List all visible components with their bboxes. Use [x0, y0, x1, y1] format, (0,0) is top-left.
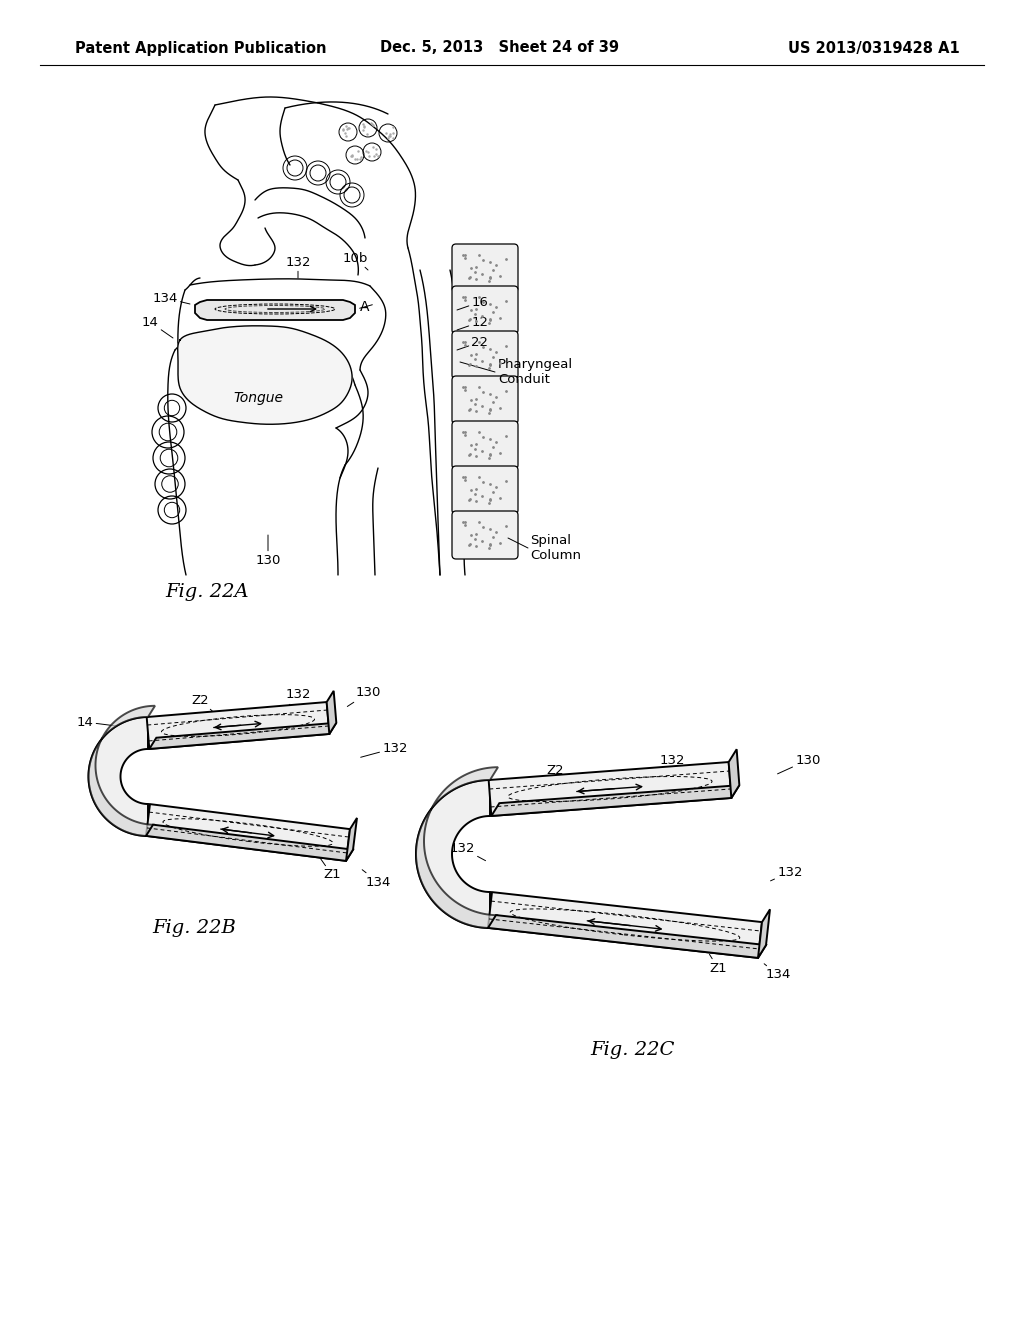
Text: Spinal
Column: Spinal Column — [530, 535, 581, 562]
Polygon shape — [88, 717, 148, 836]
Polygon shape — [195, 300, 355, 319]
Text: 134: 134 — [708, 762, 733, 780]
Polygon shape — [492, 785, 739, 816]
Text: Fig. 22C: Fig. 22C — [590, 1041, 675, 1059]
Text: 132: 132 — [659, 754, 685, 772]
Text: 16: 16 — [457, 296, 488, 310]
Text: 22: 22 — [457, 335, 488, 350]
Text: 130: 130 — [777, 754, 820, 774]
Text: US 2013/0319428 A1: US 2013/0319428 A1 — [788, 41, 961, 55]
FancyBboxPatch shape — [452, 466, 518, 513]
Text: 132: 132 — [360, 742, 408, 758]
FancyBboxPatch shape — [452, 511, 518, 558]
Text: 134: 134 — [153, 292, 190, 305]
Text: 10b: 10b — [342, 252, 368, 271]
Polygon shape — [346, 818, 357, 861]
Text: Tongue: Tongue — [233, 391, 283, 405]
Polygon shape — [146, 804, 350, 861]
Polygon shape — [758, 909, 770, 958]
FancyBboxPatch shape — [452, 376, 518, 424]
Text: 132: 132 — [286, 689, 310, 708]
Text: 14: 14 — [77, 715, 145, 730]
Text: 134: 134 — [362, 870, 391, 888]
Text: Patent Application Publication: Patent Application Publication — [75, 41, 327, 55]
Polygon shape — [488, 915, 766, 958]
Polygon shape — [177, 326, 352, 424]
Text: Pharyngeal
Conduit: Pharyngeal Conduit — [498, 358, 573, 385]
Polygon shape — [88, 706, 155, 836]
Text: 130: 130 — [347, 686, 381, 706]
Text: Dec. 5, 2013   Sheet 24 of 39: Dec. 5, 2013 Sheet 24 of 39 — [381, 41, 620, 55]
Polygon shape — [416, 767, 498, 928]
Text: 130: 130 — [255, 535, 281, 566]
Text: 132: 132 — [770, 866, 803, 880]
FancyBboxPatch shape — [452, 286, 518, 334]
FancyBboxPatch shape — [452, 421, 518, 469]
Text: 132: 132 — [450, 842, 485, 861]
Text: Z2: Z2 — [546, 763, 578, 787]
Polygon shape — [488, 892, 762, 958]
Text: Fig. 22A: Fig. 22A — [165, 583, 249, 601]
Text: A: A — [360, 300, 370, 314]
FancyBboxPatch shape — [452, 331, 518, 379]
Polygon shape — [327, 690, 336, 734]
Polygon shape — [146, 702, 330, 748]
Text: 134: 134 — [764, 964, 791, 982]
Text: Z1: Z1 — [319, 857, 341, 882]
Polygon shape — [150, 723, 336, 748]
Text: Z2: Z2 — [191, 693, 218, 717]
Text: 14: 14 — [460, 793, 487, 809]
FancyBboxPatch shape — [452, 244, 518, 292]
Text: Z1: Z1 — [710, 954, 727, 974]
Text: Fig. 22B: Fig. 22B — [152, 919, 236, 937]
Text: 12: 12 — [457, 315, 488, 330]
Text: 132: 132 — [286, 256, 310, 279]
Polygon shape — [416, 780, 490, 928]
Polygon shape — [488, 762, 731, 816]
Polygon shape — [729, 750, 739, 799]
Text: 14: 14 — [141, 315, 173, 338]
Polygon shape — [146, 825, 353, 861]
